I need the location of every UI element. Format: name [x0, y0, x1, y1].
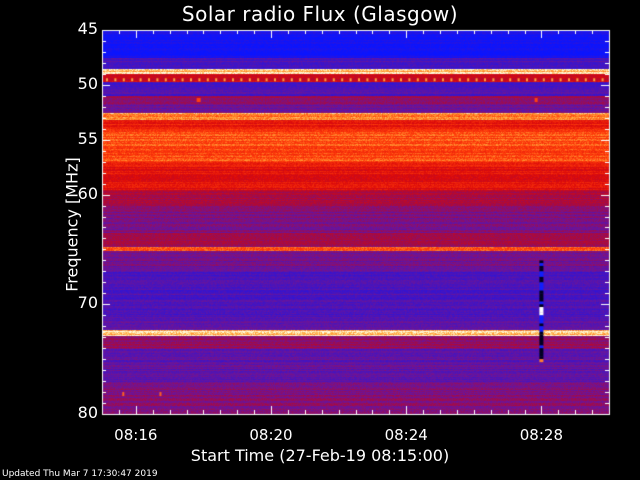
- x-axis-label: Start Time (27-Feb-19 08:15:00): [190, 446, 450, 465]
- x-tick-label: 08:28: [519, 426, 563, 444]
- chart-title: Solar radio Flux (Glasgow): [181, 2, 459, 26]
- updated-timestamp: Updated Thu Mar 7 17:30:47 2019: [2, 469, 158, 479]
- x-tick-label: 08:16: [114, 426, 158, 444]
- y-tick-label: 45: [77, 19, 98, 38]
- y-tick-label: 50: [77, 73, 98, 93]
- y-tick-label: 80: [77, 403, 98, 422]
- x-tick-label: 08:20: [249, 426, 293, 444]
- y-tick-label: 70: [77, 293, 98, 313]
- y-tick-label: 60: [77, 183, 98, 203]
- y-tick-label: 55: [77, 128, 98, 148]
- x-tick-label: 08:24: [384, 426, 428, 444]
